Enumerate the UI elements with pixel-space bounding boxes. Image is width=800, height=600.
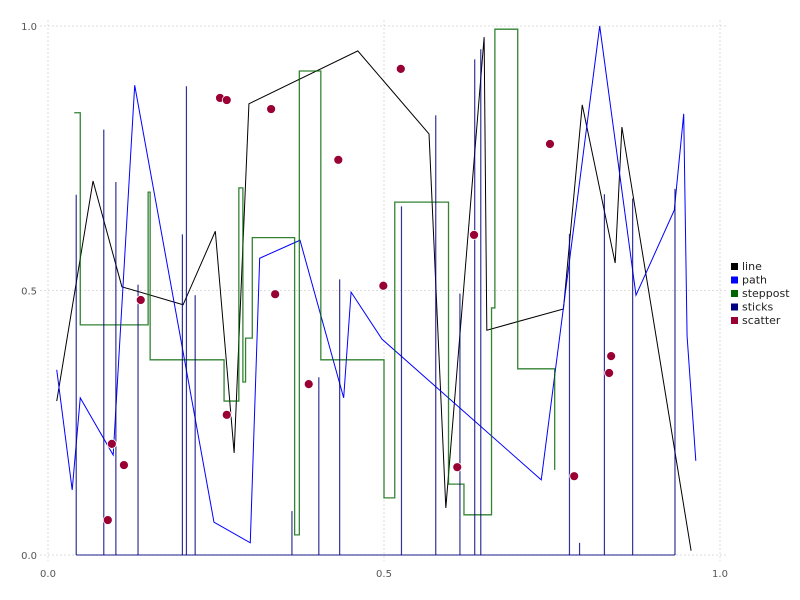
scatter-point bbox=[303, 379, 314, 390]
tick-labels: 0.0 0.5 1.0 0.0 0.5 1.0 bbox=[21, 22, 728, 580]
legend-swatch-path bbox=[731, 276, 738, 284]
scatter-point bbox=[378, 280, 389, 291]
scatter-point bbox=[452, 462, 463, 473]
scatter-point bbox=[266, 104, 277, 114]
scatter-point bbox=[545, 139, 555, 149]
x-tick-label: 0.0 bbox=[40, 569, 56, 580]
scatter-point bbox=[270, 289, 281, 300]
scatter-point bbox=[102, 515, 113, 525]
series-scatter bbox=[102, 63, 617, 525]
line-series-line bbox=[56, 37, 692, 551]
y-tick-label: 0.0 bbox=[21, 551, 37, 562]
legend-label-line: line bbox=[742, 260, 762, 273]
scatter-point bbox=[569, 471, 580, 482]
legend-label-steppost: steppost bbox=[742, 287, 790, 300]
steppost-series-line bbox=[74, 28, 556, 536]
scatter-point bbox=[106, 439, 117, 449]
x-tick-label: 0.5 bbox=[376, 569, 392, 580]
legend-swatch-scatter bbox=[731, 317, 738, 324]
legend-label-path: path bbox=[742, 274, 767, 287]
series-steppost bbox=[74, 28, 556, 536]
x-tick-label: 1.0 bbox=[712, 569, 728, 580]
legend-swatch-steppost bbox=[731, 290, 738, 297]
series-path bbox=[56, 25, 697, 544]
legend-label-sticks: sticks bbox=[742, 301, 774, 314]
scatter-point bbox=[221, 95, 232, 105]
scatter-point bbox=[221, 409, 232, 420]
legend-swatch-line bbox=[731, 263, 738, 270]
legend-swatch-sticks bbox=[731, 303, 738, 311]
scatter-point bbox=[395, 63, 406, 74]
scatter-point bbox=[606, 351, 617, 361]
series-line bbox=[56, 37, 692, 551]
scatter-point bbox=[469, 230, 479, 240]
scatter-point bbox=[333, 154, 344, 165]
scatter-point bbox=[135, 295, 146, 305]
legend-label-scatter: scatter bbox=[742, 314, 781, 327]
path-series-line bbox=[56, 25, 697, 544]
scatter-point bbox=[119, 460, 129, 470]
series-sticks bbox=[75, 49, 676, 556]
y-tick-label: 1.0 bbox=[21, 22, 37, 33]
y-tick-label: 0.5 bbox=[21, 287, 37, 298]
plot-area bbox=[56, 25, 697, 556]
scatter-point bbox=[604, 368, 615, 378]
